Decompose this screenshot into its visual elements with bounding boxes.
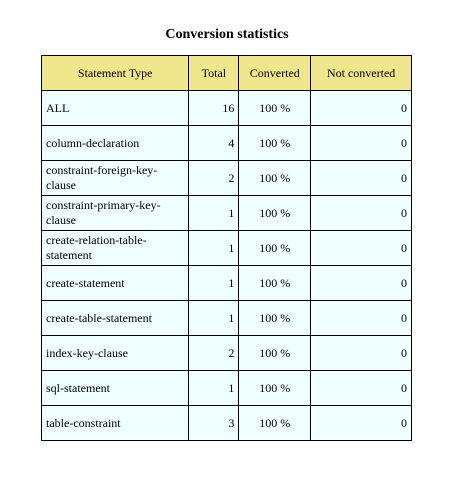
table-row: ALL 16 100 % 0 (40, 90, 412, 126)
table-header-row: Statement Type Total Converted Not conve… (40, 55, 412, 91)
statement-type-cell: constraint-primary-key-clause (40, 195, 190, 231)
table-row: create-statement 1 100 % 0 (40, 265, 412, 301)
converted-cell: 100 % (238, 335, 312, 371)
not-converted-cell: 0 (310, 335, 412, 371)
converted-cell: 100 % (238, 300, 312, 336)
header-total: Total (188, 55, 240, 91)
table-row: create-relation-table-statement 1 100 % … (40, 230, 412, 266)
page-title: Conversion statistics (165, 27, 289, 42)
not-converted-cell: 0 (310, 300, 412, 336)
table-row: table-constraint 3 100 % 0 (40, 405, 412, 441)
statement-type-cell: table-constraint (40, 405, 190, 441)
converted-cell: 100 % (238, 195, 312, 231)
not-converted-cell: 0 (310, 230, 412, 266)
table-row: constraint-primary-key-clause 1 100 % 0 (40, 195, 412, 231)
header-converted: Converted (238, 55, 312, 91)
header-statement-type: Statement Type (40, 55, 190, 91)
total-cell: 3 (188, 405, 240, 441)
total-cell: 4 (188, 125, 240, 161)
total-cell: 1 (188, 265, 240, 301)
table-row: sql-statement 1 100 % 0 (40, 370, 412, 406)
statement-type-cell: create-statement (40, 265, 190, 301)
conversion-statistics-table: Statement Type Total Converted Not conve… (40, 55, 412, 441)
total-cell: 2 (188, 160, 240, 196)
total-cell: 1 (188, 230, 240, 266)
header-not-converted: Not converted (310, 55, 412, 91)
total-cell: 16 (188, 90, 240, 126)
converted-cell: 100 % (238, 370, 312, 406)
statement-type-cell: create-table-statement (40, 300, 190, 336)
not-converted-cell: 0 (310, 90, 412, 126)
not-converted-cell: 0 (310, 265, 412, 301)
not-converted-cell: 0 (310, 370, 412, 406)
table-row: column-declaration 4 100 % 0 (40, 125, 412, 161)
total-cell: 1 (188, 370, 240, 406)
not-converted-cell: 0 (310, 160, 412, 196)
converted-cell: 100 % (238, 405, 312, 441)
table-row: index-key-clause 2 100 % 0 (40, 335, 412, 371)
statement-type-cell: constraint-foreign-key-clause (40, 160, 190, 196)
statement-type-cell: ALL (40, 90, 190, 126)
not-converted-cell: 0 (310, 195, 412, 231)
converted-cell: 100 % (238, 265, 312, 301)
statement-type-cell: sql-statement (40, 370, 190, 406)
converted-cell: 100 % (238, 230, 312, 266)
table-row: constraint-foreign-key-clause 2 100 % 0 (40, 160, 412, 196)
total-cell: 1 (188, 300, 240, 336)
statement-type-cell: index-key-clause (40, 335, 190, 371)
total-cell: 2 (188, 335, 240, 371)
table-row: create-table-statement 1 100 % 0 (40, 300, 412, 336)
not-converted-cell: 0 (310, 125, 412, 161)
converted-cell: 100 % (238, 160, 312, 196)
total-cell: 1 (188, 195, 240, 231)
converted-cell: 100 % (238, 125, 312, 161)
converted-cell: 100 % (238, 90, 312, 126)
statement-type-cell: column-declaration (40, 125, 190, 161)
statement-type-cell: create-relation-table-statement (40, 230, 190, 266)
not-converted-cell: 0 (310, 405, 412, 441)
